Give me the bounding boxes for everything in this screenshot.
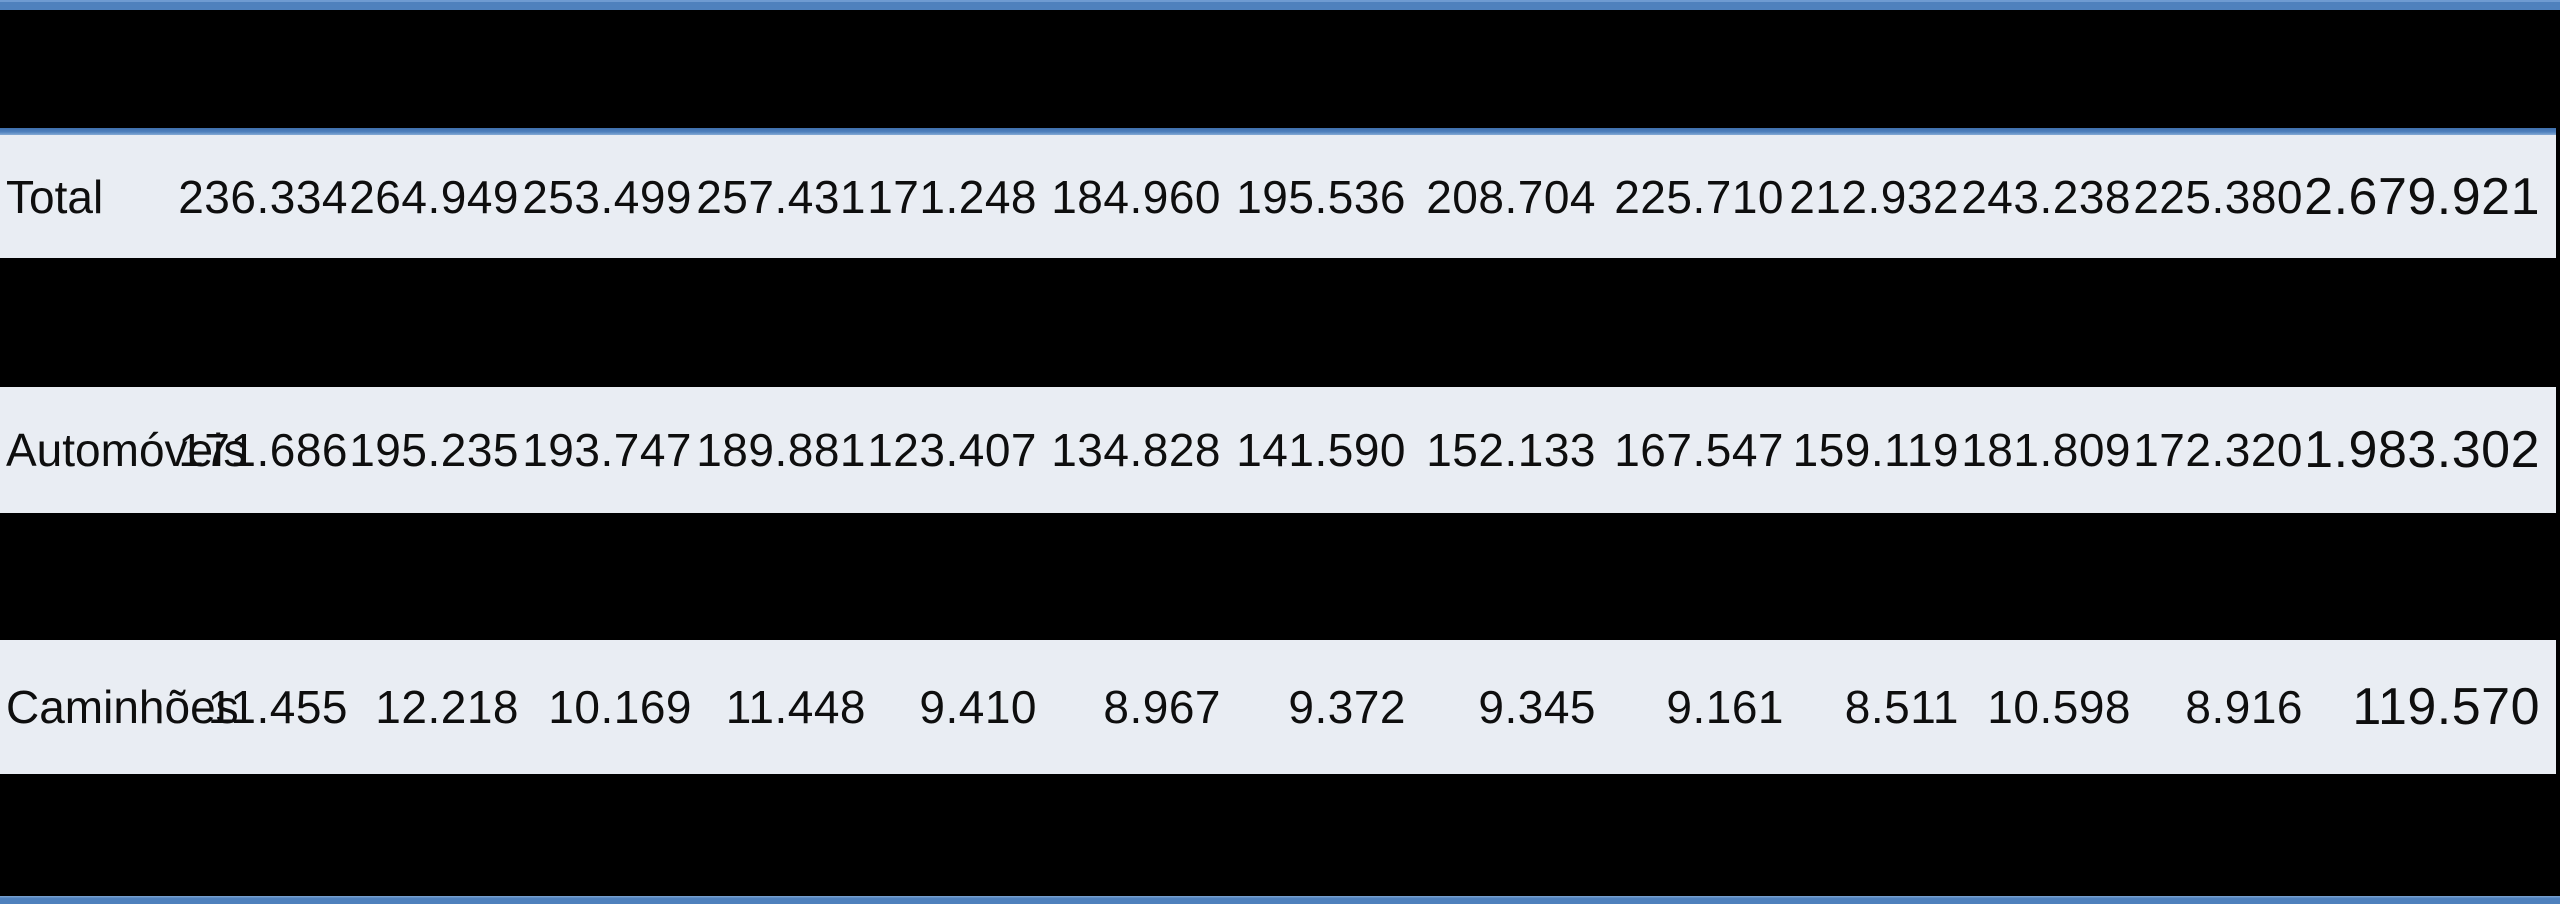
value-cell[interactable]: 9.410 xyxy=(919,681,1037,733)
value-cell[interactable]: 9.161 xyxy=(1666,681,1784,733)
value-cell[interactable]: 257.431 xyxy=(696,170,866,223)
value-cell[interactable]: 208.704 xyxy=(1426,170,1596,223)
value-cell[interactable]: 12.218 xyxy=(375,681,519,733)
value-cell[interactable]: 189.881 xyxy=(696,424,866,476)
redacted-band xyxy=(0,513,2560,640)
value-cell[interactable]: 236.334 xyxy=(178,170,348,223)
value-cell[interactable]: 9.345 xyxy=(1478,681,1596,733)
redacted-band xyxy=(0,258,2560,387)
value-cell[interactable]: 195.536 xyxy=(1236,170,1406,223)
value-cell[interactable]: 159.119 xyxy=(1792,424,1959,476)
header-separator-line xyxy=(0,128,2556,135)
table-row-automoveis: Automóveis 171.686 195.235 193.747 189.8… xyxy=(0,387,2556,513)
table-row-total: Total 236.334 264.949 253.499 257.431 17… xyxy=(0,135,2556,258)
value-cell[interactable]: 8.916 xyxy=(2185,681,2303,733)
row-label-cell[interactable]: Automóveis xyxy=(6,424,247,476)
value-cell[interactable]: 8.967 xyxy=(1103,681,1221,733)
value-cell[interactable]: 134.828 xyxy=(1051,424,1221,476)
value-cell[interactable]: 225.710 xyxy=(1614,170,1784,223)
value-cell[interactable]: 167.547 xyxy=(1614,424,1784,476)
value-cell[interactable]: 11.455 xyxy=(207,681,348,733)
value-cell[interactable]: 195.235 xyxy=(349,424,519,476)
value-cell[interactable]: 152.133 xyxy=(1426,424,1596,476)
value-cell[interactable]: 184.960 xyxy=(1051,170,1221,223)
value-cell[interactable]: 171.686 xyxy=(178,424,348,476)
row-total-cell[interactable]: 1.983.302 xyxy=(2304,421,2540,479)
top-border-bar xyxy=(0,0,2560,10)
redacted-band xyxy=(0,774,2560,896)
value-cell[interactable]: 8.511 xyxy=(1844,681,1959,733)
value-cell[interactable]: 193.747 xyxy=(522,424,692,476)
value-cell[interactable]: 264.949 xyxy=(349,170,519,223)
value-cell[interactable]: 253.499 xyxy=(522,170,692,223)
value-cell[interactable]: 141.590 xyxy=(1236,424,1406,476)
redacted-header-band xyxy=(0,10,2560,128)
value-cell[interactable]: 11.448 xyxy=(725,681,866,733)
row-label-cell[interactable]: Caminhões xyxy=(6,681,239,733)
row-label-cell[interactable]: Total xyxy=(6,170,104,223)
value-cell[interactable]: 10.169 xyxy=(548,681,692,733)
value-cell[interactable]: 181.809 xyxy=(1961,424,2131,476)
row-total-cell[interactable]: 2.679.921 xyxy=(2304,167,2540,226)
bottom-border-bar xyxy=(0,896,2560,904)
value-cell[interactable]: 171.248 xyxy=(867,170,1037,223)
table-row-caminhoes: Caminhões 11.455 12.218 10.169 11.448 9.… xyxy=(0,640,2556,774)
row-total-cell[interactable]: 119.570 xyxy=(2352,678,2540,736)
value-cell[interactable]: 123.407 xyxy=(867,424,1037,476)
value-cell[interactable]: 225.380 xyxy=(2133,170,2303,223)
value-cell[interactable]: 243.238 xyxy=(1961,170,2131,223)
value-cell[interactable]: 212.932 xyxy=(1789,170,1959,223)
value-cell[interactable]: 10.598 xyxy=(1987,681,2131,733)
value-cell[interactable]: 172.320 xyxy=(2133,424,2303,476)
value-cell[interactable]: 9.372 xyxy=(1288,681,1406,733)
